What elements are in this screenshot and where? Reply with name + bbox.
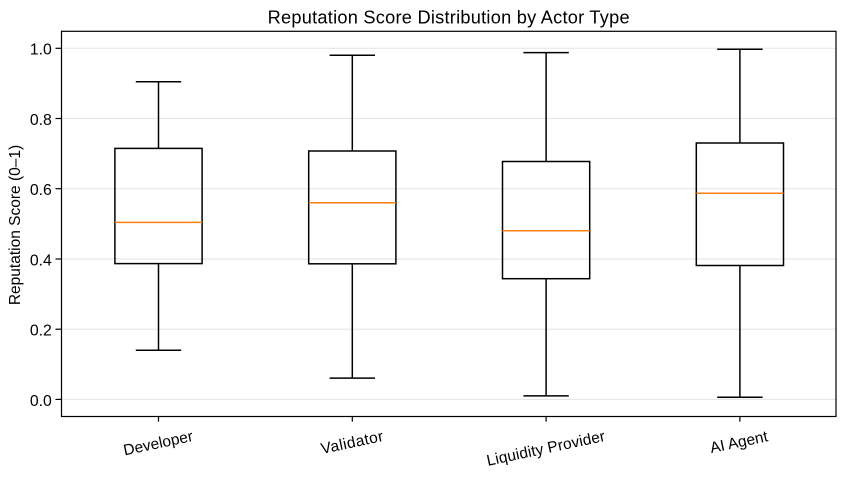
svg-text:0.0: 0.0: [30, 393, 52, 410]
svg-text:Reputation Score Distribution: Reputation Score Distribution by Actor T…: [268, 8, 630, 28]
svg-text:0.8: 0.8: [30, 112, 52, 129]
svg-text:0.2: 0.2: [30, 323, 52, 340]
svg-text:Reputation Score (0–1): Reputation Score (0–1): [7, 145, 24, 305]
svg-text:0.6: 0.6: [30, 182, 52, 199]
svg-text:0.4: 0.4: [30, 252, 52, 269]
svg-text:1.0: 1.0: [30, 42, 52, 59]
